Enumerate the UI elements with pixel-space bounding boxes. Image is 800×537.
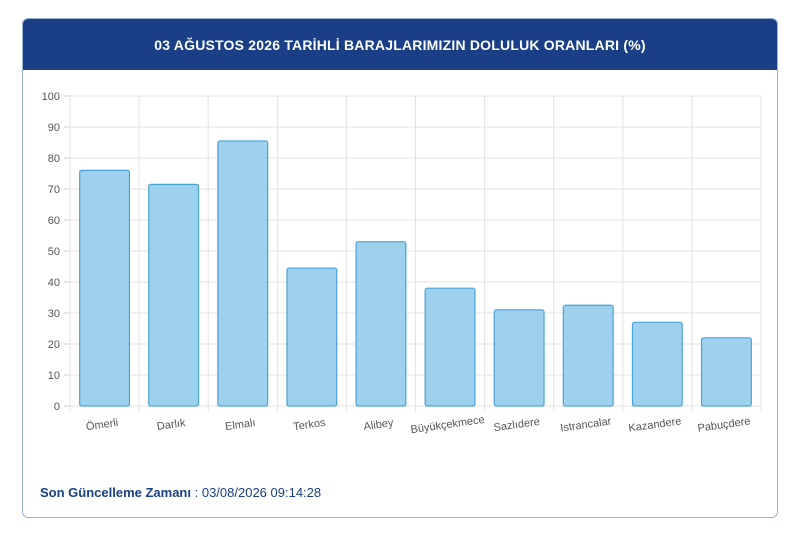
x-tick-label: Istrancalar <box>560 415 613 434</box>
last-updated-label: Son Güncelleme Zamanı <box>40 485 191 500</box>
y-tick-label: 0 <box>54 401 60 413</box>
x-tick-label: Terkos <box>293 417 327 433</box>
x-tick-label: Elmalı <box>224 417 256 433</box>
x-tick-label: Alibey <box>363 417 395 433</box>
bar-chart: 0 10 20 30 40 50 60 70 80 90 100 Ömerli Darlık Elmalı… <box>42 91 762 436</box>
bar-alibey <box>355 241 407 407</box>
bar-ömerli <box>79 169 131 407</box>
last-updated-value: 03/08/2026 09:14:28 <box>201 485 322 500</box>
bar-terkos <box>286 267 338 407</box>
bar-büyükçekmece <box>424 287 476 407</box>
y-tick-label: 50 <box>48 246 60 258</box>
x-tick-label: Büyükçekmece <box>410 414 486 436</box>
x-tick-label: Kazandere <box>628 415 682 434</box>
chart-title: 03 AĞUSTOS 2026 TARİHLİ BARAJLARIMIZIN D… <box>23 19 777 70</box>
y-tick-label: 90 <box>48 122 60 134</box>
chart-card: 03 AĞUSTOS 2026 TARİHLİ BARAJLARIMIZIN D… <box>22 18 778 518</box>
bar-darlık <box>148 183 200 407</box>
bar-istrancalar <box>562 304 614 407</box>
x-tick-label: Ömerli <box>85 417 119 433</box>
last-updated: Son Güncelleme Zamanı : 03/08/2026 09:14… <box>40 485 321 500</box>
y-tick-label: 30 <box>48 308 60 320</box>
y-tick-label: 10 <box>48 370 60 382</box>
bar-elmalı <box>217 140 269 407</box>
y-tick-label: 70 <box>48 184 60 196</box>
y-tick-label: 40 <box>48 277 60 289</box>
x-tick-label: Pabuçdere <box>697 415 751 434</box>
bar-kazandere <box>631 321 683 407</box>
y-tick-label: 80 <box>48 153 60 165</box>
x-tick-label: Sazlıdere <box>493 416 541 434</box>
bar-sazlıdere <box>493 309 545 407</box>
bar-pabuçdere <box>700 337 752 407</box>
y-tick-label: 60 <box>48 215 60 227</box>
last-updated-separator: : <box>191 485 202 500</box>
chart-area: 0 10 20 30 40 50 60 70 80 90 100 Ömerli Darlık Elmalı… <box>23 70 777 470</box>
x-tick-label: Darlık <box>156 417 187 433</box>
y-tick-label: 20 <box>48 339 60 351</box>
y-tick-label: 100 <box>42 91 60 103</box>
